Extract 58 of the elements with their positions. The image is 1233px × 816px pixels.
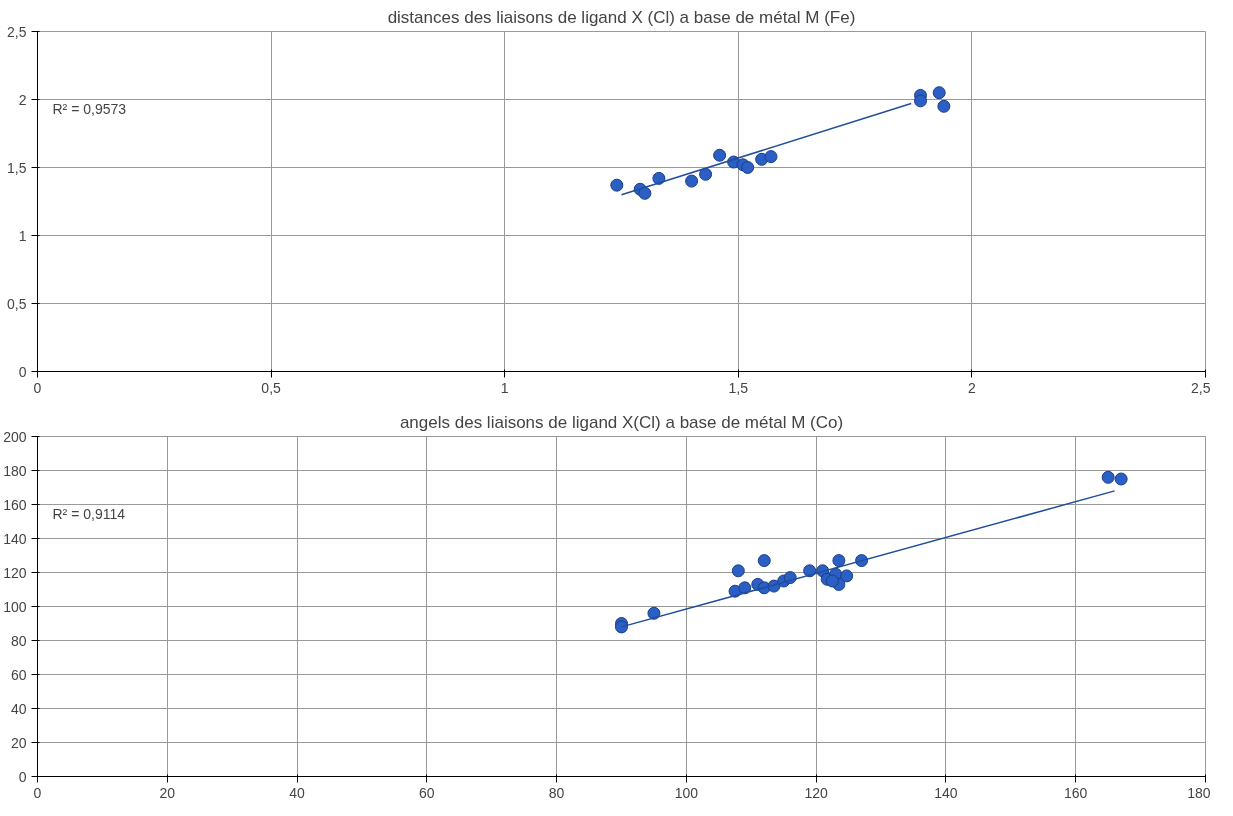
annotation: R² = 0,9114	[52, 505, 126, 522]
x-tick-label: 0,5	[261, 379, 282, 396]
y-tick-label: 200	[3, 428, 27, 445]
point	[764, 150, 778, 164]
point	[610, 178, 624, 192]
x-tick-label: 180	[1187, 784, 1211, 801]
chart-title: distances des liaisons de ligand X (Cl) a base de métal M (Fe)	[387, 7, 856, 27]
annotation: R² = 0,9573	[52, 100, 127, 117]
x-tick-label: 20	[159, 784, 176, 801]
x-tick-label: 100	[674, 784, 699, 801]
y-tick-label: 60	[10, 666, 27, 683]
point	[685, 174, 699, 188]
x-tick-label: 40	[289, 784, 306, 801]
point	[1101, 470, 1115, 484]
y-tick-label: 80	[10, 632, 27, 649]
point	[932, 86, 946, 100]
point	[937, 99, 951, 113]
chart-title: angels des liaisons de ligand X(Cl) a base de métal M (Co)	[399, 412, 844, 432]
y-tick-label: 2,5	[7, 23, 27, 40]
point	[652, 171, 666, 185]
x-tick-label: 60	[419, 784, 435, 801]
y-tick-label: 180	[3, 462, 27, 479]
y-tick-label: 20	[10, 734, 27, 751]
point	[699, 167, 713, 181]
y-tick-label: 1,5	[7, 159, 27, 176]
point	[638, 186, 652, 200]
point	[1114, 472, 1128, 486]
point	[741, 161, 755, 174]
x-tick-label: 0	[33, 379, 42, 396]
point	[731, 564, 745, 578]
x-tick-label: 2,5	[1191, 379, 1211, 396]
x-tick-label: 1	[500, 379, 509, 396]
y-tick-label: 100	[3, 598, 27, 615]
point	[914, 94, 928, 108]
y-tick-label: 0	[18, 768, 27, 785]
y-tick-label: 140	[3, 530, 27, 547]
point	[840, 569, 854, 583]
y-tick-label: 2	[18, 91, 27, 108]
y-tick-label: 0,5	[7, 295, 27, 312]
x-tick-label: 0	[33, 784, 42, 801]
point	[832, 554, 846, 568]
y-tick-label: 160	[3, 496, 27, 513]
x-tick-label: 160	[1064, 784, 1088, 801]
point	[615, 620, 628, 634]
point	[647, 606, 661, 620]
x-tick-label: 1,5	[728, 379, 749, 396]
y-tick-label: 1	[18, 227, 27, 244]
y-tick-label: 120	[3, 564, 27, 581]
point	[738, 581, 752, 595]
x-tick-label: 80	[548, 784, 565, 801]
point	[757, 554, 771, 568]
x-tick-label: 120	[804, 784, 829, 801]
x-tick-label: 140	[934, 784, 958, 801]
point	[825, 574, 839, 588]
y-tick-label: 0	[18, 363, 27, 380]
x-tick-label: 2	[968, 379, 977, 396]
point	[713, 148, 727, 162]
y-tick-label: 40	[10, 700, 27, 717]
